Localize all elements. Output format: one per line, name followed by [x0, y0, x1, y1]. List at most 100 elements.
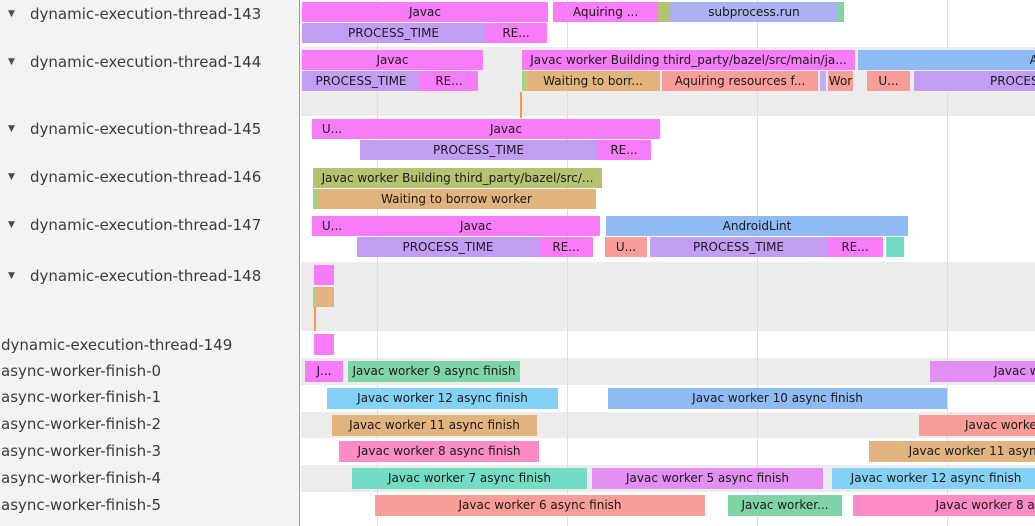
trace-event-bar-wor[interactable]: Wor: [828, 71, 853, 91]
trace-event-label: PROCESS_TIME: [315, 74, 407, 88]
trace-event-bar[interactable]: [838, 2, 844, 22]
trace-event-bar-javac-worker-building-third-party-bazel-src-main-ja[interactable]: Javac worker Building third_party/bazel/…: [522, 50, 855, 70]
trace-event-bar-re[interactable]: RE...: [485, 23, 547, 43]
trace-event-bar[interactable]: [314, 265, 334, 285]
trace-event-bar-javac[interactable]: Javac: [352, 216, 600, 236]
collapse-triangle-icon[interactable]: ▼: [8, 124, 15, 134]
trace-event-bar-u[interactable]: U...: [312, 216, 352, 236]
trace-event-bar-process-time[interactable]: PROCESS_TIME: [302, 71, 420, 91]
trace-event-bar-aquiring-resources-f[interactable]: Aquiring resources f...: [662, 71, 818, 91]
trace-event-bar-u[interactable]: U...: [312, 119, 352, 139]
sidebar-item-dynamic-execution-thread-149[interactable]: dynamic-execution-thread-149: [0, 334, 300, 356]
trace-event-bar-process-time[interactable]: PROCESS_TIME: [360, 140, 597, 160]
trace-event-bar-j[interactable]: J...: [305, 361, 343, 382]
trace-event-bar-javac-worker-12-async-finish[interactable]: Javac worker 12 async finish: [327, 388, 558, 409]
trace-event-bar[interactable]: [313, 189, 317, 209]
trace-event-bar-javac-worker-6-async-finish[interactable]: Javac worker 6 async finish: [375, 495, 705, 516]
trace-event-bar[interactable]: [820, 71, 826, 91]
trace-event-label: Javac: [409, 5, 441, 19]
track-name-label: async-worker-finish-4: [1, 469, 162, 487]
trace-event-bar-javac-w[interactable]: Javac w: [930, 361, 1035, 382]
sidebar-item-dynamic-execution-thread-148[interactable]: ▼ dynamic-execution-thread-148: [0, 265, 300, 287]
trace-event-bar-javac-worke[interactable]: Javac worke: [919, 415, 1035, 436]
sidebar-item-dynamic-execution-thread-144[interactable]: ▼ dynamic-execution-thread-144: [0, 51, 300, 73]
track-name-label: dynamic-execution-thread-147: [30, 216, 262, 234]
trace-event-label: U...: [321, 219, 343, 233]
trace-event-bar-javac-worker-12-async-finish[interactable]: Javac worker 12 async finish: [832, 468, 1035, 489]
trace-event-label: Javac worker 9 async finish: [352, 364, 516, 378]
trace-event-bar-subprocess-run[interactable]: subprocess.run: [670, 2, 838, 22]
trace-event-bar-javac-worker-11-async-finish[interactable]: Javac worker 11 async finish: [332, 415, 537, 436]
trace-event-label: PROCESS_TIME: [692, 240, 785, 254]
trace-event-bar-javac-worker[interactable]: Javac worker...: [728, 495, 842, 516]
trace-event-bar-process-time[interactable]: PROCESS_TIME: [650, 237, 827, 257]
trace-event-bar-aquiring[interactable]: Aquiring ...: [553, 2, 658, 22]
trace-event-bar[interactable]: [314, 334, 334, 355]
sidebar-item-async-worker-finish-0[interactable]: async-worker-finish-0: [0, 360, 300, 382]
sidebar-item-dynamic-execution-thread-145[interactable]: ▼ dynamic-execution-thread-145: [0, 118, 300, 140]
sidebar-item-async-worker-finish-3[interactable]: async-worker-finish-3: [0, 440, 300, 462]
trace-event-label: PROCESS_TIME: [432, 143, 525, 157]
trace-event-bar-re[interactable]: RE...: [827, 237, 883, 257]
sidebar-item-async-worker-finish-5[interactable]: async-worker-finish-5: [0, 494, 300, 516]
trace-event-label: RE...: [435, 74, 463, 88]
trace-event-label: Javac worker 11 async finish: [349, 418, 520, 432]
trace-event-bar-javac-worker-8-async-finish[interactable]: Javac worker 8 async finish: [853, 495, 1035, 516]
trace-event-label: Javac worker 8 async finish: [935, 498, 1035, 512]
track-name-label: dynamic-execution-thread-148: [30, 267, 262, 285]
sidebar-item-async-worker-finish-1[interactable]: async-worker-finish-1: [0, 386, 300, 408]
trace-event-bar-javac-worker-5-async-finish[interactable]: Javac worker 5 async finish: [592, 468, 823, 489]
trace-event-bar-javac-worker-10-async-finish[interactable]: Javac worker 10 async finish: [608, 388, 947, 409]
trace-event-bar-u[interactable]: U...: [867, 71, 910, 91]
trace-event-bar-re[interactable]: RE...: [597, 140, 651, 160]
collapse-triangle-icon[interactable]: ▼: [8, 57, 15, 67]
collapse-triangle-icon[interactable]: ▼: [8, 271, 15, 281]
trace-event-bar-javac-worker-8-async-finish[interactable]: Javac worker 8 async finish: [339, 441, 539, 462]
trace-event-bar-javac[interactable]: Javac: [302, 50, 483, 70]
instant-event-tick[interactable]: [520, 92, 522, 118]
trace-event-bar-waiting-to-borr[interactable]: Waiting to borr...: [526, 71, 660, 91]
collapse-triangle-icon[interactable]: ▼: [8, 172, 15, 182]
trace-event-label: PROCESS_TIME: [989, 74, 1035, 88]
trace-event-label: Javac worker 10 async finish: [692, 391, 863, 405]
trace-event-bar-re[interactable]: RE...: [539, 237, 593, 257]
trace-event-label: Javac worker...: [741, 498, 829, 512]
trace-event-label: AndroidLint: [722, 219, 792, 233]
timeline-canvas[interactable]: Javac Aquiring ... subprocess.run PROCESS_T…: [301, 0, 1035, 526]
track-name-label: async-worker-finish-3: [1, 442, 162, 460]
trace-event-bar-androidlint[interactable]: AndroidLint: [606, 216, 908, 236]
trace-event-bar-javac-worker-11-async-finish[interactable]: Javac worker 11 async finish: [869, 441, 1035, 462]
trace-event-bar-javac-worker-7-async-finish[interactable]: Javac worker 7 async finish: [352, 468, 587, 489]
trace-event-bar[interactable]: [886, 237, 904, 257]
sidebar-item-async-worker-finish-4[interactable]: async-worker-finish-4: [0, 467, 300, 489]
sidebar-item-dynamic-execution-thread-147[interactable]: ▼ dynamic-execution-thread-147: [0, 214, 300, 236]
trace-event-bar-androidlint[interactable]: AndroidLint: [858, 50, 1035, 70]
trace-event-bar[interactable]: [315, 287, 334, 307]
trace-event-bar[interactable]: [522, 71, 526, 91]
trace-event-bar-u[interactable]: U...: [605, 237, 647, 257]
trace-event-label: Javac worker 12 async finish: [850, 471, 1022, 485]
trace-event-bar-process-time[interactable]: PROCESS_TIME: [914, 71, 1035, 91]
trace-event-bar[interactable]: [658, 2, 670, 22]
trace-event-label: U...: [878, 74, 899, 88]
trace-event-bar[interactable]: [313, 287, 315, 307]
trace-event-label: Javac: [460, 219, 492, 233]
trace-event-bar-javac-worker-building-third-party-bazel-src[interactable]: Javac worker Building third_party/bazel/…: [313, 168, 602, 188]
trace-event-bar-javac[interactable]: Javac: [352, 119, 660, 139]
collapse-triangle-icon[interactable]: ▼: [8, 9, 15, 19]
sidebar-item-dynamic-execution-thread-146[interactable]: ▼ dynamic-execution-thread-146: [0, 166, 300, 188]
trace-event-bar-re[interactable]: RE...: [420, 71, 478, 91]
sidebar-item-async-worker-finish-2[interactable]: async-worker-finish-2: [0, 413, 300, 435]
track-name-label: async-worker-finish-5: [1, 496, 162, 514]
trace-event-bar-process-time[interactable]: PROCESS_TIME: [302, 23, 485, 43]
trace-event-bar-javac[interactable]: Javac: [302, 2, 548, 22]
trace-event-bar-process-time[interactable]: PROCESS_TIME: [357, 237, 539, 257]
collapse-triangle-icon[interactable]: ▼: [8, 220, 15, 230]
sidebar-item-dynamic-execution-thread-143[interactable]: ▼ dynamic-execution-thread-143: [0, 3, 300, 25]
trace-event-label: Javac worker 12 async finish: [357, 391, 528, 405]
trace-event-label: Javac worke: [965, 418, 1035, 432]
instant-event-tick[interactable]: [314, 307, 316, 331]
trace-event-bar-waiting-to-borrow-worker[interactable]: Waiting to borrow worker: [317, 189, 596, 209]
trace-event-bar-javac-worker-9-async-finish[interactable]: Javac worker 9 async finish: [348, 361, 520, 382]
track-name-label: async-worker-finish-1: [1, 388, 162, 406]
